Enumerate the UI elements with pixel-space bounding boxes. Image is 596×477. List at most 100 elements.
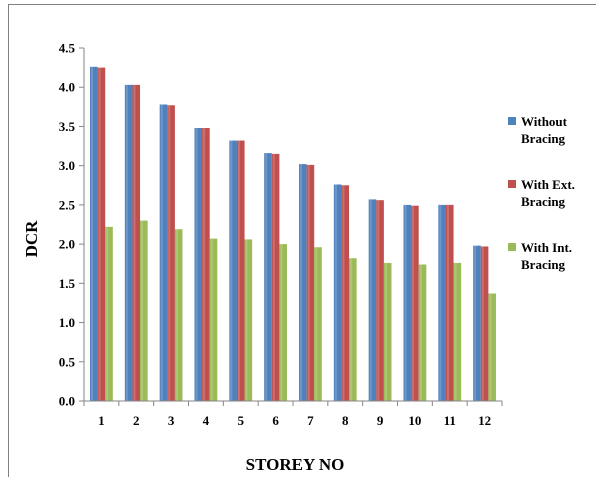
x-tick-label: 8 bbox=[342, 413, 349, 428]
bar-series-2-storey-12 bbox=[480, 246, 489, 401]
bar-series-1-storey-4 bbox=[194, 128, 203, 401]
x-tick-label: 6 bbox=[272, 413, 279, 428]
bar-highlight bbox=[377, 200, 380, 401]
x-tick-label: 11 bbox=[444, 413, 456, 428]
bars bbox=[90, 66, 496, 402]
bar-series-3-storey-2 bbox=[140, 220, 148, 401]
bar-highlight bbox=[412, 205, 415, 401]
legend-label-1: Bracing bbox=[521, 131, 566, 146]
bar-highlight bbox=[307, 164, 310, 401]
y-tick-label: 3.0 bbox=[59, 158, 75, 173]
bar-highlight bbox=[160, 104, 163, 401]
bar-series-2-storey-3 bbox=[167, 105, 175, 402]
x-tick-label: 2 bbox=[133, 413, 140, 428]
bar-highlight bbox=[195, 128, 198, 401]
bar-series-2-storey-4 bbox=[202, 128, 210, 401]
bar-series-1-storey-12 bbox=[473, 245, 481, 401]
bar-highlight bbox=[419, 264, 422, 401]
x-tick-label: 10 bbox=[408, 413, 421, 428]
axes bbox=[83, 48, 503, 406]
bar-series-3-storey-1 bbox=[105, 226, 113, 401]
bar-highlight bbox=[230, 140, 233, 401]
bar-highlight bbox=[454, 262, 457, 401]
y-tick-label: 3.5 bbox=[59, 119, 76, 134]
bar-series-3-storey-5 bbox=[244, 239, 253, 401]
bar-series-3-storey-3 bbox=[174, 229, 183, 401]
bar-series-2-storey-10 bbox=[411, 205, 419, 401]
x-tick-label: 4 bbox=[203, 413, 210, 428]
bar-series-2-storey-1 bbox=[97, 67, 106, 401]
x-axis-title: STOREY NO bbox=[246, 455, 345, 474]
legend-label-3: Bracing bbox=[521, 257, 566, 272]
bar-highlight bbox=[175, 229, 178, 401]
bar-series-3-storey-9 bbox=[383, 262, 392, 401]
bar-highlight bbox=[210, 238, 213, 401]
bar-series-1-storey-6 bbox=[264, 153, 272, 401]
bar-highlight bbox=[125, 84, 128, 401]
bar-highlight bbox=[245, 239, 248, 401]
legend-label-2: Bracing bbox=[521, 194, 566, 209]
bar-highlight bbox=[203, 128, 206, 401]
bar-highlight bbox=[168, 105, 171, 402]
y-axis-ticks: 0.0 0.5 1.0 1.5 2.0 2.5 3.0 3.5 4.0 4.5 bbox=[59, 41, 84, 409]
bar-series-1-storey-9 bbox=[368, 199, 377, 401]
bar-highlight bbox=[489, 293, 492, 401]
legend: Without Bracing With Ext. Bracing With Int. B… bbox=[508, 114, 575, 272]
bar-series-2-storey-9 bbox=[376, 200, 384, 401]
x-tick-label: 1 bbox=[98, 413, 105, 428]
y-tick-label: 2.0 bbox=[59, 237, 75, 252]
bar-highlight bbox=[133, 84, 136, 401]
x-tick-label: 9 bbox=[377, 413, 384, 428]
bar-highlight bbox=[315, 247, 318, 401]
x-tick-label: 12 bbox=[478, 413, 491, 428]
bar-highlight bbox=[474, 245, 477, 401]
bar-series-2-storey-5 bbox=[236, 140, 245, 401]
bar-series-2-storey-11 bbox=[445, 204, 454, 401]
bar-series-2-storey-7 bbox=[306, 164, 315, 401]
legend-swatch-1 bbox=[508, 117, 516, 125]
bar-highlight bbox=[369, 199, 372, 401]
bar-series-2-storey-2 bbox=[132, 84, 141, 401]
x-tick-label: 5 bbox=[238, 413, 245, 428]
legend-label-2: With Ext. bbox=[521, 177, 575, 192]
bar-highlight bbox=[350, 258, 353, 401]
bar-highlight bbox=[280, 244, 283, 401]
bar-series-1-storey-3 bbox=[159, 104, 168, 401]
bar-highlight bbox=[265, 153, 268, 401]
y-tick-label: 0.5 bbox=[59, 354, 76, 369]
y-tick-label: 2.5 bbox=[59, 197, 76, 212]
y-axis-title: DCR bbox=[22, 220, 41, 258]
bar-highlight bbox=[334, 184, 337, 401]
bar-highlight bbox=[272, 153, 275, 401]
bar-series-1-storey-5 bbox=[229, 140, 237, 401]
legend-swatch-2 bbox=[508, 180, 516, 188]
legend-label-1: Without bbox=[521, 114, 568, 129]
bar-series-3-storey-6 bbox=[279, 244, 287, 401]
x-axis-tick-labels: 1 2 3 4 5 6 7 8 9 10 11 12 bbox=[98, 413, 491, 428]
bar-series-1-storey-11 bbox=[438, 204, 446, 401]
bar-highlight bbox=[481, 246, 484, 401]
bar-series-3-storey-4 bbox=[209, 238, 218, 401]
x-tick-label: 7 bbox=[307, 413, 314, 428]
bar-series-1-storey-1 bbox=[90, 66, 98, 402]
bar-series-2-storey-8 bbox=[341, 185, 350, 401]
bar-series-1-storey-2 bbox=[124, 84, 133, 401]
y-tick-label: 4.0 bbox=[59, 80, 75, 95]
bar-highlight bbox=[141, 220, 144, 401]
bar-highlight bbox=[106, 226, 109, 401]
bar-highlight bbox=[237, 140, 240, 401]
y-tick-label: 0.0 bbox=[59, 394, 75, 409]
bar-highlight bbox=[342, 185, 345, 401]
bar-highlight bbox=[404, 204, 407, 401]
bar-series-3-storey-11 bbox=[453, 262, 462, 401]
y-tick-label: 1.0 bbox=[59, 315, 75, 330]
y-tick-label: 1.5 bbox=[59, 276, 76, 291]
bar-series-1-storey-8 bbox=[333, 184, 342, 401]
bar-series-3-storey-12 bbox=[488, 293, 496, 401]
bar-series-1-storey-10 bbox=[403, 204, 412, 401]
bar-series-1-storey-7 bbox=[299, 164, 307, 401]
bar-series-3-storey-10 bbox=[418, 264, 427, 401]
bar-highlight bbox=[91, 66, 94, 402]
x-tick-label: 3 bbox=[168, 413, 175, 428]
legend-swatch-3 bbox=[508, 243, 516, 251]
